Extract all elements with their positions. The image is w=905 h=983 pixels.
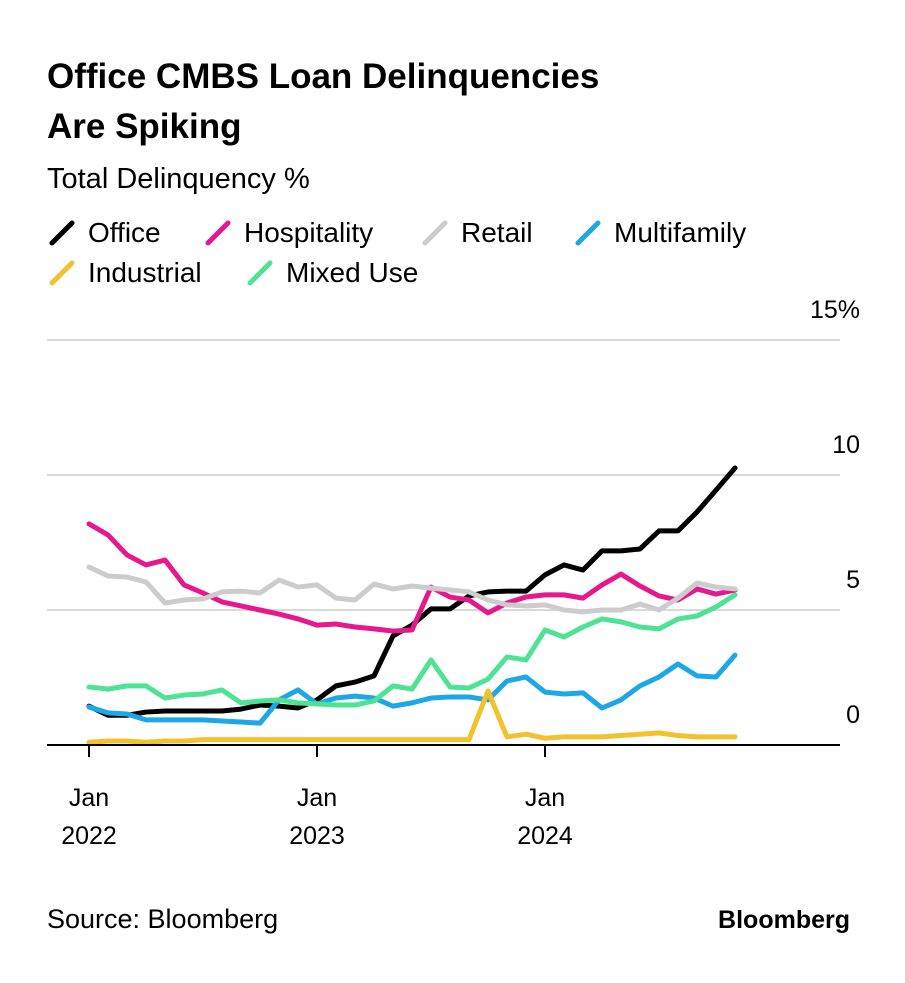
series-line-multifamily — [86, 652, 738, 726]
chart-title-line-1: Office CMBS Loan Delinquencies — [47, 57, 599, 96]
legend: Office Hospitality Retail Multifamily Indust… — [49, 217, 746, 288]
legend-label: Hospitality — [244, 217, 373, 248]
legend-label: Multifamily — [614, 217, 746, 248]
legend-swatch — [49, 220, 75, 246]
legend-label: Mixed Use — [286, 257, 418, 288]
series-line-mixed-use — [86, 592, 738, 708]
source-note: Source: Bloomberg — [47, 904, 278, 934]
series-line-industrial — [86, 688, 738, 745]
legend-swatch — [247, 260, 273, 286]
x-axis: Jan 2022 Jan 2023 Jan 2024 — [47, 744, 840, 850]
series-line-hospitality — [86, 521, 738, 634]
x-tick-year: 2022 — [61, 822, 117, 850]
series-line-retail — [86, 564, 738, 615]
legend-label: Office — [88, 217, 161, 248]
x-tick-month: Jan — [69, 784, 109, 812]
bloomberg-logo: Bloomberg — [718, 906, 850, 934]
x-tick-year: 2023 — [289, 822, 345, 850]
legend-swatch — [575, 220, 601, 246]
x-tick-year: 2024 — [517, 822, 573, 850]
y-tick-label: 15% — [810, 296, 860, 324]
legend-label: Industrial — [88, 257, 202, 288]
legend-swatch — [49, 260, 75, 286]
grid: 0 5 10 15% — [47, 296, 860, 729]
x-tick-month: Jan — [297, 784, 337, 812]
chart-title-line-2: Are Spiking — [47, 107, 241, 146]
series-line-office — [86, 465, 738, 718]
y-tick-label: 10 — [832, 431, 860, 459]
legend-swatch — [205, 220, 231, 246]
chart-subtitle: Total Delinquency % — [47, 163, 310, 195]
y-tick-label: 0 — [846, 701, 860, 729]
legend-label: Retail — [461, 217, 533, 248]
legend-swatch — [422, 220, 448, 246]
series-lines — [86, 465, 738, 745]
y-tick-label: 5 — [846, 566, 860, 594]
x-tick-month: Jan — [525, 784, 565, 812]
